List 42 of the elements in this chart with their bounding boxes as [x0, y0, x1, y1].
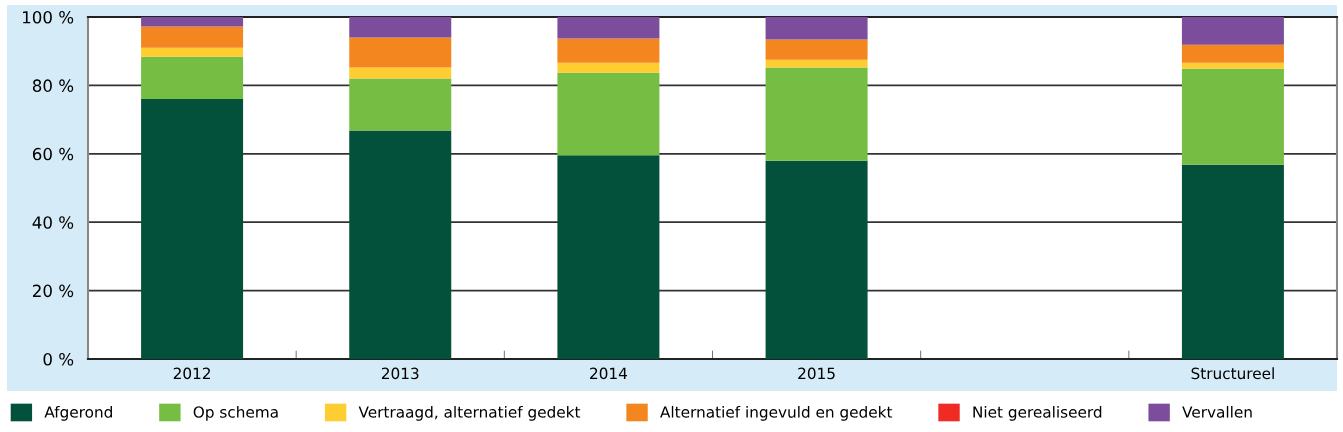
- bar: [765, 67, 868, 161]
- y-tick-label: 60 %: [32, 147, 74, 161]
- bar: [1181, 44, 1284, 63]
- bar: [765, 17, 868, 40]
- y-tick-label: 80 %: [32, 79, 74, 92]
- bar: [349, 78, 452, 131]
- bar: [349, 37, 452, 68]
- bar: [349, 67, 452, 79]
- bar: [557, 62, 660, 73]
- bar: [1181, 68, 1284, 165]
- bar: [557, 155, 660, 359]
- bar: [765, 59, 868, 68]
- bar: [141, 26, 244, 48]
- x-tick-label: 2012: [173, 367, 210, 380]
- legend-label: Op schema: [193, 405, 278, 421]
- bar: [141, 17, 244, 27]
- x-tick-label: 2013: [381, 367, 419, 380]
- legend-label: Niet gerealiseerd: [973, 405, 1102, 421]
- bar: [557, 72, 660, 156]
- bar: [557, 17, 660, 39]
- bar: [141, 99, 244, 359]
- bar: [141, 56, 244, 100]
- y-tick-label: 40 %: [32, 216, 74, 229]
- bar: [765, 160, 868, 359]
- y-tick-label: 0 %: [43, 352, 74, 366]
- legend-label: Vertraagd, alternatief gedekt: [358, 405, 581, 421]
- y-tick-label: 100 %: [23, 10, 74, 24]
- bar: [349, 17, 452, 38]
- bar: [141, 47, 244, 57]
- bar: [765, 39, 868, 60]
- bar: [1181, 17, 1284, 45]
- legend-label: Vervallen: [1182, 405, 1252, 418]
- x-tick-label: 2014: [590, 367, 627, 380]
- bar: [1181, 62, 1284, 69]
- bar: [349, 130, 452, 359]
- bar: [1181, 164, 1284, 359]
- bar: [557, 38, 660, 63]
- x-tick-label: 2015: [798, 367, 835, 380]
- x-tick-label: Structureel: [1191, 367, 1274, 380]
- legend-label: Alternatief ingevuld en gedekt: [660, 405, 893, 421]
- legend-label: Afgerond: [44, 405, 112, 421]
- y-tick-label: 20 %: [32, 284, 74, 298]
